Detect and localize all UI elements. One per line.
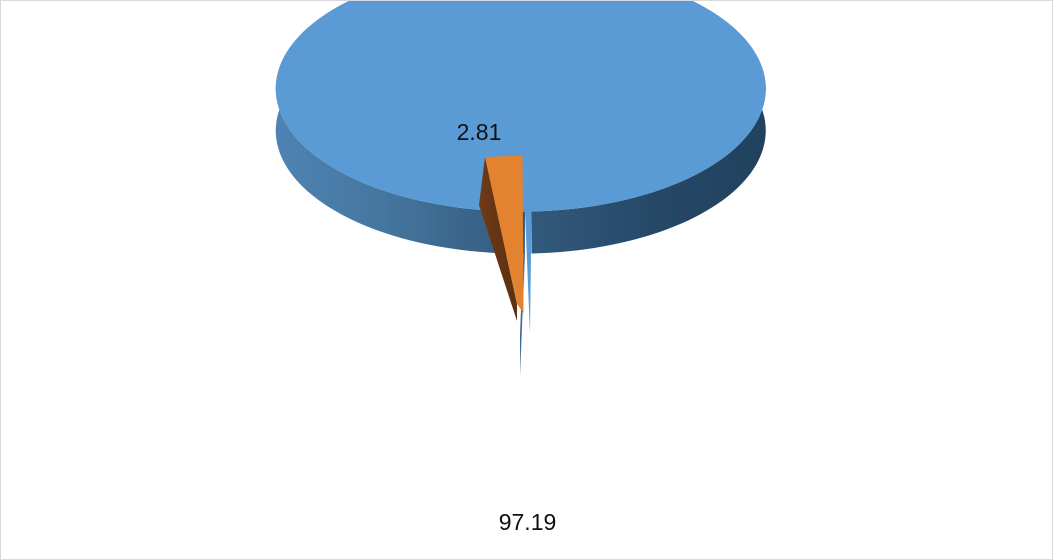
- data-label-other-top-fifty: 2.81: [456, 119, 502, 145]
- chart-legend: Directors or relatives of directors Othe…: [1, 71, 1052, 88]
- pie-slice-directors[interactable]: [275, 1, 766, 376]
- legend-label-directors: Directors or relatives of directors: [310, 71, 526, 88]
- pie-slice-directors-top: [275, 1, 766, 334]
- pie-slice-other-top-fifty-top: [485, 155, 524, 313]
- legend-swatch-icon-directors: [295, 74, 306, 85]
- legend-label-other-top-fifty: Other top fifty shareholders: [578, 71, 760, 88]
- legend-item-other-top-fifty[interactable]: Other top fifty shareholders: [563, 71, 760, 88]
- legend-swatch-icon-other-top-fifty: [563, 74, 574, 85]
- pie-slice-directors-inner-wall: [520, 211, 525, 376]
- chart-title: Shareholding Pattern: [380, 15, 675, 47]
- pie-slice-other-top-fifty-side: [479, 157, 517, 321]
- pie-slice-other-top-fifty[interactable]: [479, 155, 524, 322]
- data-label-directors: 97.19: [498, 509, 557, 535]
- legend-item-directors[interactable]: Directors or relatives of directors: [295, 72, 526, 87]
